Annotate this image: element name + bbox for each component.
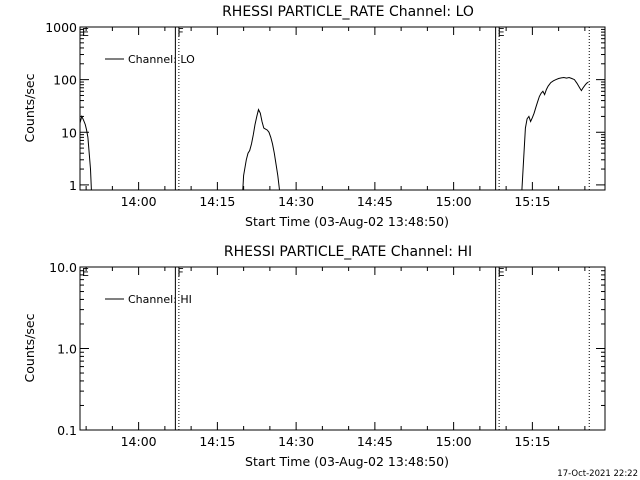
y-axis-label-lo: Counts/sec — [22, 73, 37, 142]
x-tick-label: 14:45 — [357, 194, 393, 209]
x-axis-label-lo: Start Time (03-Aug-02 13:48:50) — [245, 214, 449, 229]
y-tick-label: 0.1 — [57, 423, 77, 438]
series-line — [521, 76, 589, 191]
series-lo — [79, 76, 589, 191]
flag-label: E — [82, 266, 89, 279]
panel-hi: RHESSI PARTICLE_RATE Channel: HI 0.1 1.0 1… — [22, 244, 606, 469]
x-tick-label: 14:30 — [278, 194, 314, 209]
flag-label: F — [177, 266, 183, 279]
x-tick-label: 14:15 — [199, 194, 235, 209]
series-line — [79, 114, 92, 191]
x-tick-label: 14:30 — [278, 434, 314, 449]
y-axis-label-hi: Counts/sec — [22, 313, 37, 382]
flag-label: E — [82, 26, 89, 39]
x-tick-label: 14:15 — [199, 434, 235, 449]
y-tick-label: 1.0 — [57, 342, 77, 357]
y-tick-label: 1000 — [45, 20, 77, 35]
legend-hi: Channel: HI — [105, 293, 192, 306]
x-tick-label: 14:45 — [357, 434, 393, 449]
x-tick-label: 15:00 — [436, 434, 472, 449]
series-line — [242, 108, 280, 191]
x-tick-label: 15:15 — [514, 194, 550, 209]
x-axis-hi: 14:00 14:15 14:30 14:45 15:00 15:15 — [85, 267, 586, 449]
y-tick-label: 10 — [61, 125, 77, 140]
legend-label-hi: Channel: HI — [128, 293, 192, 306]
legend-lo: Channel: LO — [105, 53, 195, 66]
plot-frame-lo — [79, 26, 606, 191]
chart-title-lo: RHESSI PARTICLE_RATE Channel: LO — [222, 4, 474, 20]
y-tick-label: 1 — [69, 178, 77, 193]
x-tick-label: 14:00 — [121, 434, 157, 449]
flag-label: F — [177, 26, 183, 39]
panel-lo: RHESSI PARTICLE_RATE Channel: LO 1101001… — [22, 4, 606, 229]
flag-label: E — [498, 26, 505, 39]
chart-title-hi: RHESSI PARTICLE_RATE Channel: HI — [224, 244, 472, 260]
x-axis-label-hi: Start Time (03-Aug-02 13:48:50) — [245, 454, 449, 469]
plot-frame-hi — [79, 266, 606, 431]
legend-label-lo: Channel: LO — [128, 53, 195, 66]
timestamp-footer: 17-Oct-2021 22:22 — [557, 469, 638, 479]
y-axis-hi: 0.1 1.0 10.0 — [49, 260, 605, 438]
flag-label: E — [498, 266, 505, 279]
x-tick-label: 15:15 — [514, 434, 550, 449]
x-tick-label: 14:00 — [121, 194, 157, 209]
x-tick-label: 15:00 — [436, 194, 472, 209]
x-axis-lo: 14:00 14:15 14:30 14:45 15:00 15:15 — [85, 27, 586, 209]
y-tick-label: 10.0 — [49, 260, 77, 275]
y-tick-label: 100 — [53, 73, 77, 88]
y-axis-lo: 1 10 100 1000 — [45, 20, 605, 193]
